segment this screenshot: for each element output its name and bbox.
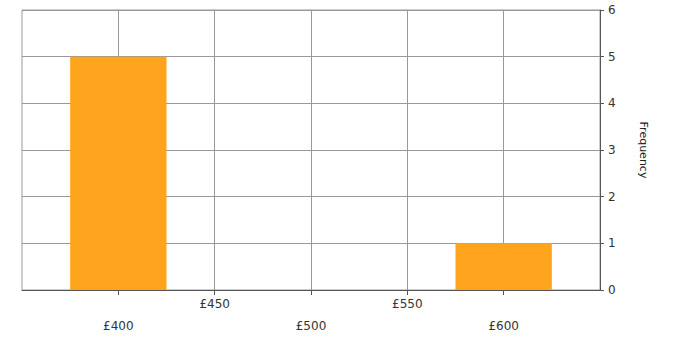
svg-text:4: 4: [608, 96, 616, 110]
svg-text:1: 1: [608, 236, 616, 250]
svg-text:£500: £500: [296, 319, 327, 333]
svg-text:6: 6: [608, 3, 616, 17]
svg-text:5: 5: [608, 50, 616, 64]
svg-text:2: 2: [608, 190, 616, 204]
svg-text:0: 0: [608, 283, 616, 297]
svg-text:Frequency: Frequency: [637, 122, 650, 179]
svg-text:£550: £550: [392, 297, 423, 311]
svg-text:£600: £600: [488, 319, 519, 333]
svg-text:£450: £450: [199, 297, 230, 311]
svg-text:3: 3: [608, 143, 616, 157]
svg-text:£400: £400: [103, 319, 134, 333]
